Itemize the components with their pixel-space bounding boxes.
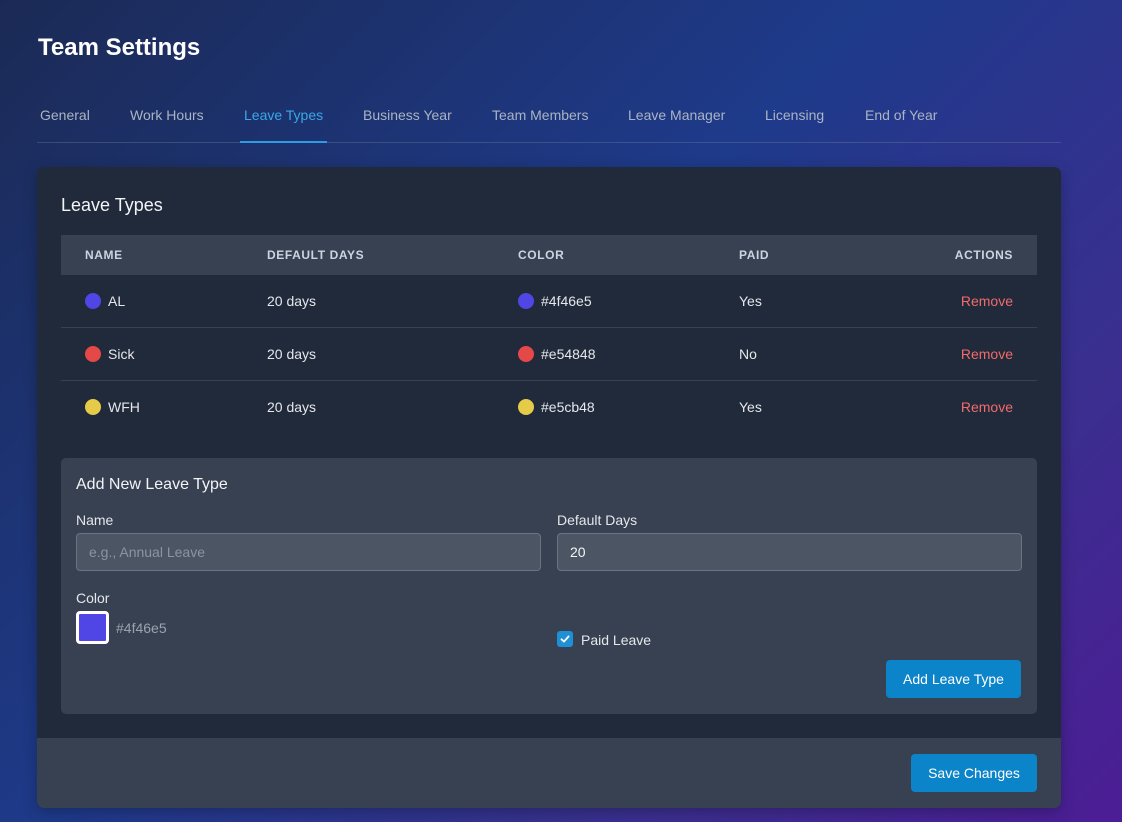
page-title: Team Settings xyxy=(38,34,201,61)
leave-default-days: 20 days xyxy=(267,293,317,309)
leave-types-table: NAME DEFAULT DAYS COLOR PAID ACTIONS AL … xyxy=(61,235,1037,434)
leave-name: WFH xyxy=(108,399,140,415)
column-header-name: NAME xyxy=(85,248,123,262)
leave-name: Sick xyxy=(108,346,135,362)
table-row: WFH 20 days #e5cb48 Yes Remove xyxy=(61,381,1037,434)
table-row: Sick 20 days #e54848 No Remove xyxy=(61,328,1037,381)
leave-color-hex: #4f46e5 xyxy=(541,293,592,309)
card-footer: Save Changes xyxy=(37,738,1061,808)
color-value: #4f46e5 xyxy=(116,620,167,636)
color-swatch-dot xyxy=(518,346,534,362)
column-header-paid: PAID xyxy=(739,248,770,262)
paid-leave-checkbox[interactable] xyxy=(557,631,573,647)
remove-button[interactable]: Remove xyxy=(960,399,1013,415)
leave-color-dot xyxy=(85,346,101,362)
add-leave-type-form: Add New Leave Type Name Default Days Col… xyxy=(61,458,1037,714)
tab-team-members[interactable]: Team Members xyxy=(492,107,589,123)
column-header-default-days: DEFAULT DAYS xyxy=(267,248,365,262)
add-leave-type-button[interactable]: Add Leave Type xyxy=(886,660,1021,698)
leave-default-days: 20 days xyxy=(267,346,317,362)
settings-tabs: General Work Hours Leave Types Business … xyxy=(37,100,1061,143)
leave-default-days: 20 days xyxy=(267,399,317,415)
leave-name: AL xyxy=(108,293,126,309)
color-picker-swatch[interactable] xyxy=(76,611,109,644)
leave-types-card: Leave Types NAME DEFAULT DAYS COLOR PAID… xyxy=(37,167,1061,808)
name-input[interactable] xyxy=(76,533,541,571)
leave-color-hex: #e54848 xyxy=(541,346,596,362)
default-days-label: Default Days xyxy=(557,512,638,528)
leave-color-hex: #e5cb48 xyxy=(541,399,595,415)
tab-work-hours[interactable]: Work Hours xyxy=(130,107,204,123)
tab-end-of-year[interactable]: End of Year xyxy=(865,107,938,123)
default-days-input[interactable] xyxy=(557,533,1022,571)
remove-button[interactable]: Remove xyxy=(960,346,1013,362)
column-header-actions: ACTIONS xyxy=(954,248,1013,262)
color-swatch-dot xyxy=(518,399,534,415)
tab-licensing[interactable]: Licensing xyxy=(765,107,825,123)
tab-general[interactable]: General xyxy=(40,107,90,123)
leave-color-dot xyxy=(85,399,101,415)
leave-color-dot xyxy=(85,293,101,309)
color-label: Color xyxy=(76,590,110,606)
save-changes-button[interactable]: Save Changes xyxy=(911,754,1037,792)
checkmark-icon xyxy=(560,635,570,643)
tab-leave-types[interactable]: Leave Types xyxy=(240,100,328,143)
color-swatch-dot xyxy=(518,293,534,309)
remove-button[interactable]: Remove xyxy=(960,293,1013,309)
name-label: Name xyxy=(76,512,114,528)
leave-paid: Yes xyxy=(739,399,762,415)
leave-paid: No xyxy=(739,346,757,362)
column-header-color: COLOR xyxy=(518,248,565,262)
tab-business-year[interactable]: Business Year xyxy=(363,107,452,123)
table-row: AL 20 days #4f46e5 Yes Remove xyxy=(61,275,1037,328)
paid-leave-label[interactable]: Paid Leave xyxy=(581,632,652,648)
tab-leave-manager[interactable]: Leave Manager xyxy=(628,107,726,123)
table-header: NAME DEFAULT DAYS COLOR PAID ACTIONS xyxy=(61,235,1037,275)
form-title: Add New Leave Type xyxy=(76,476,228,493)
leave-paid: Yes xyxy=(739,293,762,309)
section-title: Leave Types xyxy=(61,195,163,215)
